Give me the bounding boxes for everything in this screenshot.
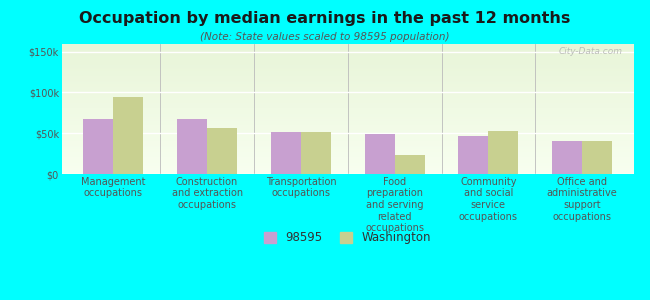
Bar xyxy=(365,134,395,174)
Bar xyxy=(301,132,331,174)
Bar xyxy=(552,141,582,174)
Bar xyxy=(83,118,113,174)
Bar xyxy=(271,132,301,174)
Bar xyxy=(113,97,144,174)
Bar xyxy=(488,131,519,174)
Bar xyxy=(177,118,207,174)
Legend: 98595, Washington: 98595, Washington xyxy=(259,226,436,249)
Text: (Note: State values scaled to 98595 population): (Note: State values scaled to 98595 popu… xyxy=(200,32,450,41)
Bar xyxy=(207,128,237,174)
Text: Occupation by median earnings in the past 12 months: Occupation by median earnings in the pas… xyxy=(79,11,571,26)
Text: City-Data.com: City-Data.com xyxy=(558,47,622,56)
Bar xyxy=(458,136,488,174)
Bar xyxy=(582,141,612,174)
Bar xyxy=(395,155,424,174)
